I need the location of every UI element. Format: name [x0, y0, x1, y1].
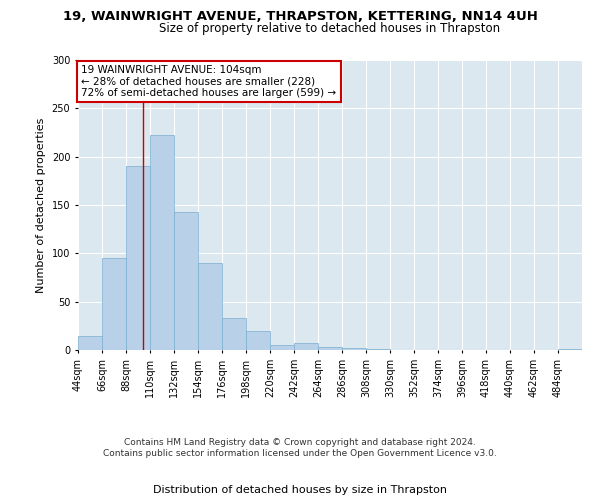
Bar: [558, 349, 582, 350]
Title: Size of property relative to detached houses in Thrapston: Size of property relative to detached ho…: [160, 22, 500, 35]
Bar: [174, 212, 198, 350]
Bar: [270, 345, 294, 350]
Bar: [150, 136, 174, 350]
Bar: [366, 349, 390, 350]
Bar: [246, 330, 270, 350]
Bar: [198, 263, 222, 350]
Text: 19 WAINWRIGHT AVENUE: 104sqm
← 28% of detached houses are smaller (228)
72% of s: 19 WAINWRIGHT AVENUE: 104sqm ← 28% of de…: [81, 65, 337, 98]
Bar: [126, 166, 150, 350]
Bar: [342, 348, 366, 350]
Bar: [222, 318, 246, 350]
Bar: [318, 347, 342, 350]
Text: 19, WAINWRIGHT AVENUE, THRAPSTON, KETTERING, NN14 4UH: 19, WAINWRIGHT AVENUE, THRAPSTON, KETTER…: [62, 10, 538, 23]
Text: Contains HM Land Registry data © Crown copyright and database right 2024.
Contai: Contains HM Land Registry data © Crown c…: [103, 438, 497, 458]
Y-axis label: Number of detached properties: Number of detached properties: [36, 118, 46, 292]
Text: Distribution of detached houses by size in Thrapston: Distribution of detached houses by size …: [153, 485, 447, 495]
Bar: [102, 258, 126, 350]
Bar: [294, 343, 318, 350]
Bar: [78, 336, 102, 350]
